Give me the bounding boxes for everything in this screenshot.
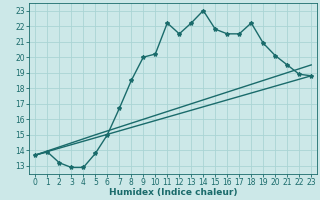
X-axis label: Humidex (Indice chaleur): Humidex (Indice chaleur) bbox=[109, 188, 237, 197]
